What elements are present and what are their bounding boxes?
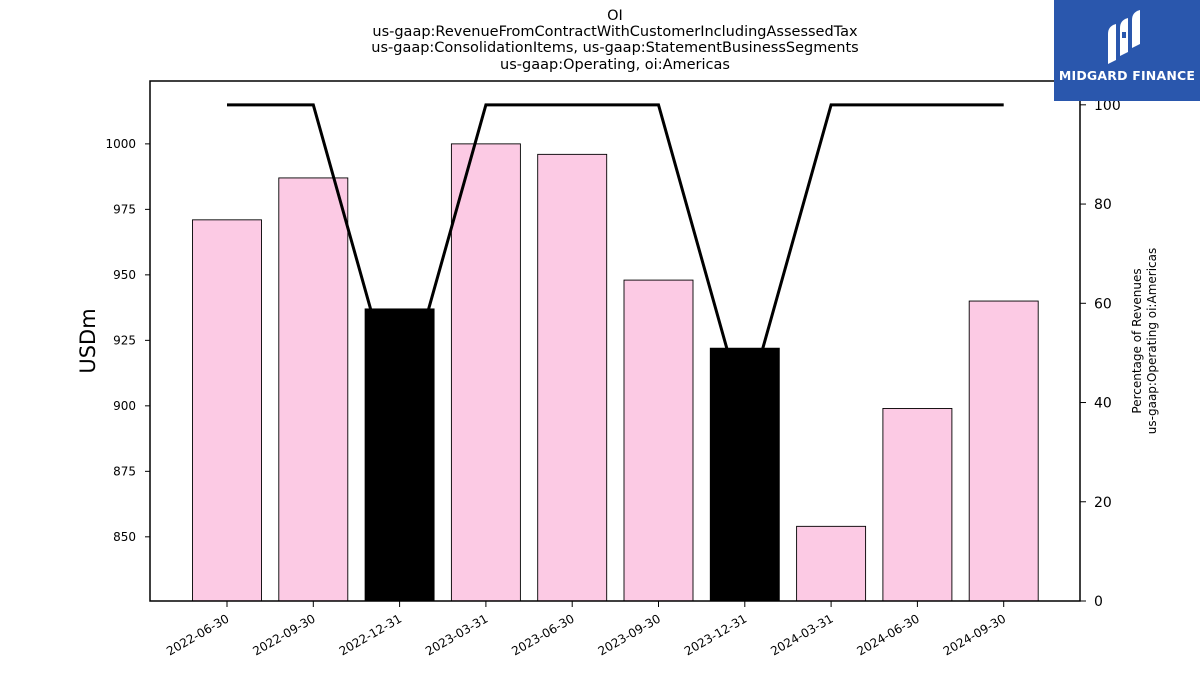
y-left-tick-label: 950 (113, 268, 136, 282)
plot-frame (149, 80, 1081, 602)
y-axis-right: 0 20 40 60 80 100 (1080, 98, 1121, 610)
x-axis: 2022-06-30 2022-09-30 2022-12-31 2023-03-31… (164, 601, 1008, 658)
bar-2023-06-30 (537, 153, 608, 602)
x-tick-label: 2022-12-31 (337, 611, 404, 658)
title-line: OI (607, 8, 623, 24)
x-tick-label: 2024-03-31 (768, 611, 835, 658)
midgard-logo-icon (1108, 10, 1140, 64)
x-tick-label: 2023-09-30 (596, 611, 663, 658)
y-axis-right-label-line2: us-gaap:Operating oi:Americas (1145, 248, 1159, 434)
percentage-line-series (227, 103, 1004, 419)
y-left-tick-label: 1000 (105, 137, 136, 151)
y-right-tick-label: 60 (1094, 296, 1112, 312)
title-line: us-gaap:ConsolidationItems, us-gaap:Stat… (371, 40, 858, 56)
bar-2024-03-31 (796, 525, 867, 602)
y-right-tick-label: 100 (1094, 98, 1121, 114)
chart-title: OI us-gaap:RevenueFromContractWithCustom… (371, 8, 858, 73)
y-right-tick-label: 40 (1094, 396, 1112, 412)
y-axis-left: 850 875 900 925 950 975 1000 (105, 137, 150, 544)
x-tick-label: 2022-09-30 (250, 611, 317, 658)
x-tick-label: 2023-12-31 (682, 611, 749, 658)
bar-2023-03-31 (450, 143, 521, 602)
midgard-finance-logo: MIDGARD FINANCE (1054, 0, 1200, 101)
x-tick-label: 2023-03-31 (423, 611, 490, 658)
percentage-line (227, 103, 1004, 419)
x-tick-label: 2023-06-30 (509, 611, 576, 658)
y-left-tick-label: 900 (113, 399, 136, 413)
y-left-tick-label: 925 (113, 333, 136, 347)
title-line: us-gaap:Operating, oi:Americas (500, 57, 730, 73)
bar-2022-06-30 (192, 219, 262, 602)
title-line: us-gaap:RevenueFromContractWithCustomerI… (372, 24, 858, 40)
bar-2022-12-31 (364, 308, 435, 602)
bar-2024-09-30 (968, 300, 1039, 602)
x-tick-label: 2024-06-30 (854, 611, 921, 658)
y-axis-left-label: USDm (76, 308, 100, 373)
y-axis-right-label-line1: Percentage of Revenues (1130, 268, 1144, 413)
logo-text: MIDGARD FINANCE (1058, 68, 1196, 83)
x-tick-label: 2022-06-30 (164, 611, 231, 658)
y-right-tick-label: 0 (1094, 594, 1103, 610)
y-left-tick-label: 875 (113, 464, 136, 478)
bar-2023-12-31 (709, 347, 780, 602)
bar-series (192, 143, 1039, 602)
bar-2022-09-30 (278, 177, 349, 602)
y-left-tick-label: 975 (113, 202, 136, 216)
bar-2024-06-30 (882, 408, 953, 602)
x-tick-label: 2024-09-30 (941, 611, 1008, 658)
y-left-tick-label: 850 (113, 530, 136, 544)
y-right-tick-label: 20 (1094, 495, 1112, 511)
bar-2023-09-30 (623, 279, 694, 602)
y-right-tick-label: 80 (1094, 197, 1112, 213)
